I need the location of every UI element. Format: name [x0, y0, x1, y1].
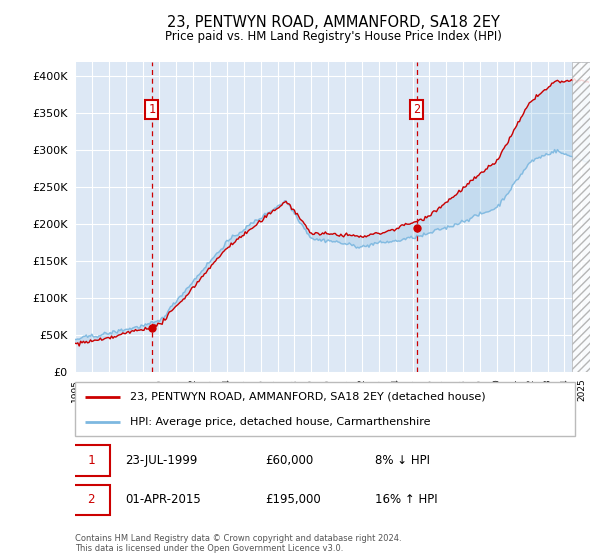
Text: 1: 1 — [88, 454, 95, 467]
Text: Price paid vs. HM Land Registry's House Price Index (HPI): Price paid vs. HM Land Registry's House … — [164, 30, 502, 43]
Text: 23, PENTWYN ROAD, AMMANFORD, SA18 2EY (detached house): 23, PENTWYN ROAD, AMMANFORD, SA18 2EY (d… — [130, 392, 485, 402]
Text: 2: 2 — [88, 493, 95, 506]
Text: 16% ↑ HPI: 16% ↑ HPI — [375, 493, 437, 506]
Text: Contains HM Land Registry data © Crown copyright and database right 2024.
This d: Contains HM Land Registry data © Crown c… — [75, 534, 401, 553]
Text: 23-JUL-1999: 23-JUL-1999 — [125, 454, 197, 467]
Text: 23, PENTWYN ROAD, AMMANFORD, SA18 2EY: 23, PENTWYN ROAD, AMMANFORD, SA18 2EY — [167, 15, 499, 30]
Text: 1: 1 — [148, 103, 155, 116]
FancyBboxPatch shape — [73, 445, 110, 475]
Text: £195,000: £195,000 — [265, 493, 320, 506]
FancyBboxPatch shape — [75, 382, 575, 436]
Text: £60,000: £60,000 — [265, 454, 313, 467]
Text: HPI: Average price, detached house, Carmarthenshire: HPI: Average price, detached house, Carm… — [130, 417, 430, 427]
FancyBboxPatch shape — [73, 485, 110, 515]
Text: 01-APR-2015: 01-APR-2015 — [125, 493, 201, 506]
Text: 2: 2 — [413, 103, 421, 116]
Text: 8% ↓ HPI: 8% ↓ HPI — [375, 454, 430, 467]
